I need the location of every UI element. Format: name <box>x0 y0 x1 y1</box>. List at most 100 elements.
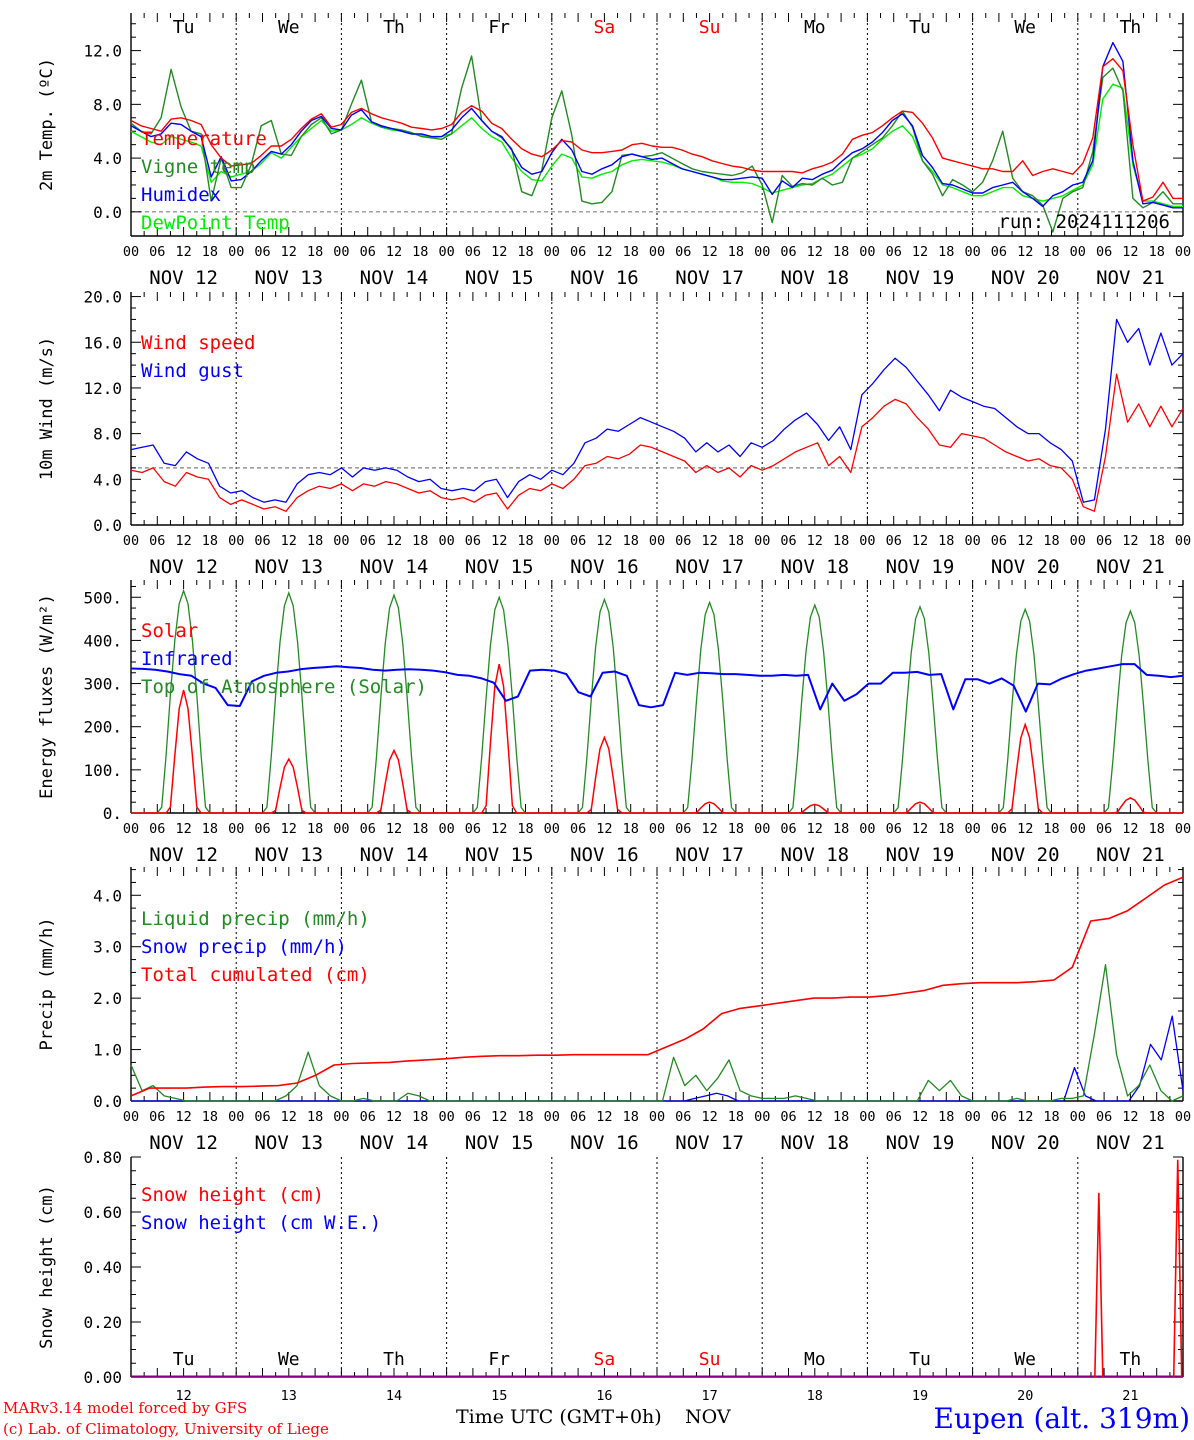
hour-label: 06 <box>465 821 481 837</box>
y-tick-label: 0.60 <box>83 1203 122 1222</box>
lab-credit: (c) Lab. of Climatology, University of L… <box>3 1420 329 1438</box>
day-number: 21 <box>1122 1388 1138 1404</box>
hour-label: 00 <box>649 533 665 549</box>
hour-label: 06 <box>1096 821 1112 837</box>
hour-label: 06 <box>886 1109 902 1125</box>
y-tick-label: 12.0 <box>83 379 122 398</box>
hour-label: 18 <box>1043 1109 1059 1125</box>
hour-label: 18 <box>202 821 218 837</box>
hour-label: 00 <box>964 533 980 549</box>
hour-label: 00 <box>123 821 139 837</box>
date-label: NOV 15 <box>465 844 534 866</box>
month-label: NOV <box>685 1406 731 1428</box>
weekday-label: Sa <box>594 17 616 38</box>
weekday-label: Tu <box>909 1349 931 1370</box>
hour-label: 12 <box>807 533 823 549</box>
hour-label: 06 <box>780 1109 796 1125</box>
hour-label: 06 <box>465 533 481 549</box>
hour-label: 18 <box>728 533 744 549</box>
y-tick-label: 100. <box>83 761 122 780</box>
hour-label: 18 <box>307 533 323 549</box>
hour-label: 18 <box>412 244 428 260</box>
panel-3: 0. 100. 200. 300. 400. 500. Energy fluxes (W/m… <box>37 580 1184 823</box>
hour-label: 00 <box>544 821 560 837</box>
hour-label: 00 <box>544 244 560 260</box>
weekday-label: Th <box>1120 17 1142 38</box>
hour-label: 18 <box>623 533 639 549</box>
series-line <box>130 373 1184 512</box>
hour-label: 12 <box>491 533 507 549</box>
hour-label: 00 <box>333 1109 349 1125</box>
date-label: NOV 19 <box>886 1132 955 1154</box>
date-label: NOV 13 <box>254 844 323 866</box>
hour-label: 00 <box>544 1109 560 1125</box>
hour-label: 06 <box>991 533 1007 549</box>
legend-top-of-atmosphere-solar: Top of Atmosphere (Solar) <box>141 676 427 698</box>
hour-label: 12 <box>1017 1109 1033 1125</box>
hour-label: 06 <box>1096 533 1112 549</box>
hour-label: 12 <box>386 244 402 260</box>
hour-label: 00 <box>1070 821 1086 837</box>
hour-label: 06 <box>465 244 481 260</box>
weekday-label: We <box>278 1349 300 1370</box>
y-tick-label: 200. <box>83 718 122 737</box>
legend-vigne-temp: Vigne temp <box>141 156 255 178</box>
legend-snow-height-cm-w-e: Snow height (cm W.E.) <box>141 1212 381 1234</box>
hour-label: 00 <box>649 244 665 260</box>
hour-label: 06 <box>360 1109 376 1125</box>
legend-total-cumulated-cm: Total cumulated (cm) <box>141 964 370 986</box>
hour-label: 00 <box>754 1109 770 1125</box>
y-tick-label: 20.0 <box>83 288 122 307</box>
date-label: NOV 16 <box>570 267 639 289</box>
date-label: NOV 17 <box>675 1132 744 1154</box>
hour-label: 18 <box>307 821 323 837</box>
date-label: NOV 21 <box>1096 844 1165 866</box>
hour-label: 00 <box>333 244 349 260</box>
hour-label: 06 <box>675 1109 691 1125</box>
y-tick-label: 1.0 <box>93 1041 122 1060</box>
x-tick-labels: 00 06 12 18 NOV 12 00 06 12 18 NOV 13 00 06 12 18 NOV … <box>123 244 1191 289</box>
hour-label: 18 <box>833 821 849 837</box>
weekday-label: Tu <box>173 1349 195 1370</box>
hour-label: 18 <box>938 244 954 260</box>
weekday-label: Tu <box>173 17 195 38</box>
hour-label: 00 <box>228 821 244 837</box>
weekday-label: Th <box>383 1349 405 1370</box>
y-tick-label: 3.0 <box>93 938 122 957</box>
y-tick-label: 4.0 <box>93 470 122 489</box>
day-number: 12 <box>175 1388 191 1404</box>
hour-label: 18 <box>623 1109 639 1125</box>
hour-label: 12 <box>596 1109 612 1125</box>
legend-wind-speed: Wind speed <box>141 332 255 354</box>
hour-label: 12 <box>596 533 612 549</box>
y-tick-label: 300. <box>83 675 122 694</box>
series-line <box>130 964 1184 1102</box>
hour-label: 00 <box>438 244 454 260</box>
hour-label: 18 <box>307 1109 323 1125</box>
hour-label: 12 <box>912 533 928 549</box>
y-tick-label: 0. <box>103 804 122 823</box>
hour-label: 06 <box>886 244 902 260</box>
hour-label: 18 <box>1149 244 1165 260</box>
weekday-label: We <box>1014 1349 1036 1370</box>
hour-label: 12 <box>701 821 717 837</box>
date-label: NOV 20 <box>991 1132 1060 1154</box>
hour-label: 00 <box>438 533 454 549</box>
weekday-label: Mo <box>804 17 826 38</box>
snow-spike <box>1172 1159 1183 1378</box>
legend-snow-height-cm: Snow height (cm) <box>141 1184 324 1206</box>
date-label: NOV 17 <box>675 267 744 289</box>
hour-label: 12 <box>912 1109 928 1125</box>
hour-label: 06 <box>991 1109 1007 1125</box>
hour-label: 18 <box>623 821 639 837</box>
series-line <box>130 83 1183 208</box>
hour-label: 12 <box>386 821 402 837</box>
date-label: NOV 18 <box>780 1132 849 1154</box>
hour-label: 18 <box>517 821 533 837</box>
hour-label: 12 <box>491 1109 507 1125</box>
date-label: NOV 15 <box>465 556 534 578</box>
date-label: NOV 12 <box>149 556 218 578</box>
hour-label: 18 <box>1043 244 1059 260</box>
date-label: NOV 13 <box>254 267 323 289</box>
hour-label: 18 <box>517 244 533 260</box>
